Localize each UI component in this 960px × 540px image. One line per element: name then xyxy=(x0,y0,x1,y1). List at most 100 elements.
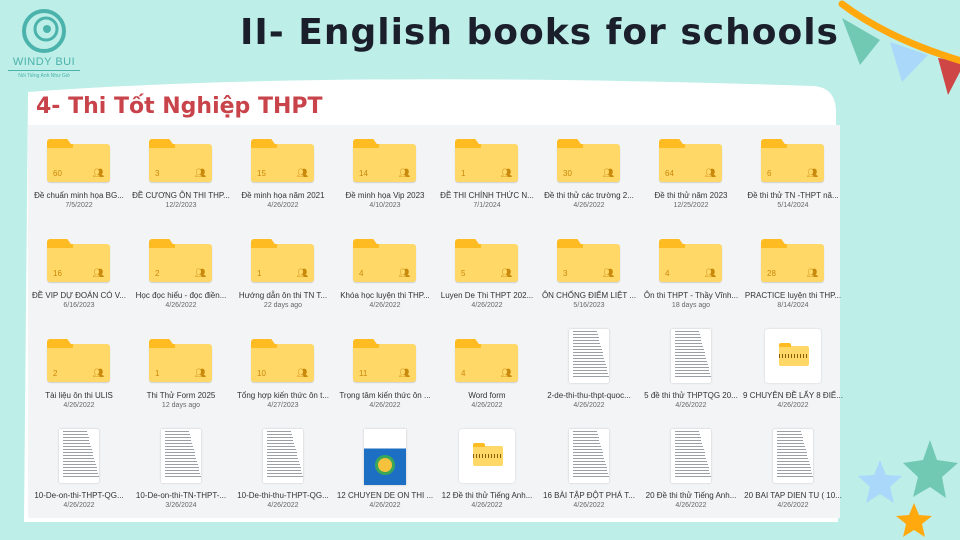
folder-item[interactable]: 11 👥︎ Trọng tâm kiến thức ôn ... 4/26/202… xyxy=(334,327,436,409)
file-item[interactable]: 12 Đề thi thử Tiếng Anh... 4/26/2022 xyxy=(436,427,538,509)
item-date: 4/26/2022 xyxy=(573,402,605,409)
item-count: 14 xyxy=(359,169,368,178)
document-thumbnail xyxy=(671,429,711,483)
stars-decoration xyxy=(858,440,958,537)
shared-people-icon: 👥︎ xyxy=(806,268,818,278)
item-date: 4/26/2022 xyxy=(267,502,299,509)
shared-people-icon: 👥︎ xyxy=(194,368,206,378)
item-count: 1 xyxy=(155,369,160,378)
item-name: Đề minh họa Vip 2023 xyxy=(345,191,425,200)
item-date: 4/26/2022 xyxy=(675,502,707,509)
file-item[interactable]: 5 đề thi thử THPTQG 20... 4/26/2022 xyxy=(640,327,742,409)
item-count: 3 xyxy=(563,269,568,278)
file-item[interactable]: 20 BAI TAP DIEN TU ( 10... 4/26/2022 xyxy=(742,427,844,509)
item-name: Đề thi thử các trường 2... xyxy=(544,191,634,200)
folder-icon: 4 👥︎ xyxy=(353,239,416,283)
file-item[interactable]: 10-De-thi-thu-THPT-QG... 4/26/2022 xyxy=(232,427,334,509)
folder-item[interactable]: 15 👥︎ Đề minh họa năm 2021 4/26/2022 xyxy=(232,127,334,209)
item-date: 5/16/2023 xyxy=(573,302,605,309)
item-name: 20 Đề thi thử Tiếng Anh... xyxy=(645,491,737,500)
item-name: 10-De-on-thi-THPT-QG... xyxy=(34,491,124,500)
folder-item[interactable]: 14 👥︎ Đề minh họa Vip 2023 4/10/2023 xyxy=(334,127,436,209)
folder-item[interactable]: 6 👥︎ Đề thi thử TN -THPT nă... 5/14/2024 xyxy=(742,127,844,209)
folder-icon: 6 👥︎ xyxy=(761,139,824,183)
file-item[interactable]: 10-De-on-thi-TN-THPT-... 3/26/2024 xyxy=(130,427,232,509)
folder-icon: 1 👥︎ xyxy=(251,239,314,283)
folder-icon: 3 👥︎ xyxy=(149,139,212,183)
folder-item[interactable]: 4 👥︎ Ôn thi THPT - Thầy Vĩnh... 18 days a… xyxy=(640,227,742,309)
folder-icon: 2 👥︎ xyxy=(47,339,110,383)
item-name: Khóa học luyện thi THP... xyxy=(340,291,430,300)
folder-item[interactable]: 60 👥︎ Đề chuẩn minh họa BG... 7/5/2022 xyxy=(28,127,130,209)
item-date: 4/27/2023 xyxy=(267,402,299,409)
item-count: 2 xyxy=(155,269,160,278)
folder-item[interactable]: 2 👥︎ Học đọc hiểu - đọc điền... 4/26/2022 xyxy=(130,227,232,309)
folder-icon: 1 👥︎ xyxy=(455,139,518,183)
shared-people-icon: 👥︎ xyxy=(194,168,206,178)
item-date: 4/26/2022 xyxy=(573,202,605,209)
file-item[interactable]: 10-De-on-thi-THPT-QG... 4/26/2022 xyxy=(28,427,130,509)
logo-tagline: Nói Tiếng Anh Như Gió xyxy=(18,73,70,79)
item-name: 10-De-on-thi-TN-THPT-... xyxy=(135,491,227,500)
shared-people-icon: 👥︎ xyxy=(704,168,716,178)
shared-people-icon: 👥︎ xyxy=(602,268,614,278)
folder-item[interactable]: 4 👥︎ Khóa học luyện thi THP... 4/26/2022 xyxy=(334,227,436,309)
folder-item[interactable]: 5 👥︎ Luyen De Thi THPT 202... 4/26/2022 xyxy=(436,227,538,309)
folder-item[interactable]: 16 👥︎ ĐỀ VIP DỰ ĐOÁN CÓ V... 6/16/2023 xyxy=(28,227,130,309)
folder-icon: 64 👥︎ xyxy=(659,139,722,183)
item-name: Đề minh họa năm 2021 xyxy=(241,191,325,200)
item-name: 12 CHUYEN DE ON THI ... xyxy=(336,491,434,500)
shared-people-icon: 👥︎ xyxy=(806,168,818,178)
shared-people-icon: 👥︎ xyxy=(296,368,308,378)
shared-people-icon: 👥︎ xyxy=(92,268,104,278)
item-date: 4/26/2022 xyxy=(165,302,197,309)
item-name: Đề chuẩn minh họa BG... xyxy=(34,191,124,200)
folder-item[interactable]: 28 👥︎ PRACTICE luyện thi THP... 8/14/2024 xyxy=(742,227,844,309)
item-date: 5/14/2024 xyxy=(777,202,809,209)
item-date: 4/26/2022 xyxy=(471,502,503,509)
folder-icon: 30 👥︎ xyxy=(557,139,620,183)
shared-people-icon: 👥︎ xyxy=(92,368,104,378)
file-item[interactable]: 12 CHUYEN DE ON THI ... 4/26/2022 xyxy=(334,427,436,509)
item-count: 28 xyxy=(767,269,776,278)
folder-item[interactable]: 2 👥︎ Tài liệu ôn thi ULIS 4/26/2022 xyxy=(28,327,130,409)
folder-icon: 10 👥︎ xyxy=(251,339,314,383)
item-count: 1 xyxy=(461,169,466,178)
item-count: 4 xyxy=(665,269,670,278)
shared-people-icon: 👥︎ xyxy=(398,268,410,278)
item-count: 2 xyxy=(53,369,58,378)
folder-icon: 11 👥︎ xyxy=(353,339,416,383)
folder-item[interactable]: 1 👥︎ Hướng dẫn ôn thi TN T... 22 days ago xyxy=(232,227,334,309)
item-name: PRACTICE luyện thi THP... xyxy=(744,291,842,300)
folder-item[interactable]: 10 👥︎ Tổng hợp kiến thức ôn t... 4/27/202… xyxy=(232,327,334,409)
folder-item[interactable]: 64 👥︎ Đề thi thử năm 2023 12/25/2022 xyxy=(640,127,742,209)
folder-icon: 2 👥︎ xyxy=(149,239,212,283)
folder-icon: 16 👥︎ xyxy=(47,239,110,283)
item-date: 4/26/2022 xyxy=(267,202,299,209)
shared-people-icon: 👥︎ xyxy=(296,168,308,178)
folder-item[interactable]: 1 👥︎ Thi Thử Form 2025 12 days ago xyxy=(130,327,232,409)
item-count: 15 xyxy=(257,169,266,178)
file-item[interactable]: 20 Đề thi thử Tiếng Anh... 4/26/2022 xyxy=(640,427,742,509)
item-date: 12 days ago xyxy=(161,402,201,409)
file-item[interactable]: 9 CHUYÊN ĐỀ LẤY 8 ĐIỂ... 4/26/2022 xyxy=(742,327,844,409)
folder-item[interactable]: 30 👥︎ Đề thi thử các trường 2... 4/26/202… xyxy=(538,127,640,209)
document-thumbnail xyxy=(671,329,711,383)
file-item[interactable]: 2-de-thi-thu-thpt-quoc... 4/26/2022 xyxy=(538,327,640,409)
shared-people-icon: 👥︎ xyxy=(296,268,308,278)
item-date: 7/1/2024 xyxy=(473,202,501,209)
folder-item[interactable]: 3 👥︎ ĐỀ CƯƠNG ÔN THI THP... 12/2/2023 xyxy=(130,127,232,209)
file-item[interactable]: 16 BÀI TẬP ĐỘT PHÁ T... 4/26/2022 xyxy=(538,427,640,509)
item-count: 60 xyxy=(53,169,62,178)
item-date: 4/26/2022 xyxy=(369,302,401,309)
item-name: ĐỀ THI CHÍNH THỨC N... xyxy=(440,191,534,200)
folder-item[interactable]: 3 👥︎ ÔN CHỐNG ĐIỂM LIỆT ... 5/16/2023 xyxy=(538,227,640,309)
folder-item[interactable]: 4 👥︎ Word form 4/26/2022 xyxy=(436,327,538,409)
item-name: ÔN CHỐNG ĐIỂM LIỆT ... xyxy=(541,291,637,300)
folder-item[interactable]: 1 👥︎ ĐỀ THI CHÍNH THỨC N... 7/1/2024 xyxy=(436,127,538,209)
folder-icon: 14 👥︎ xyxy=(353,139,416,183)
item-count: 3 xyxy=(155,169,160,178)
item-date: 4/26/2022 xyxy=(63,402,95,409)
shared-people-icon: 👥︎ xyxy=(602,168,614,178)
item-name: Word form xyxy=(468,391,506,400)
